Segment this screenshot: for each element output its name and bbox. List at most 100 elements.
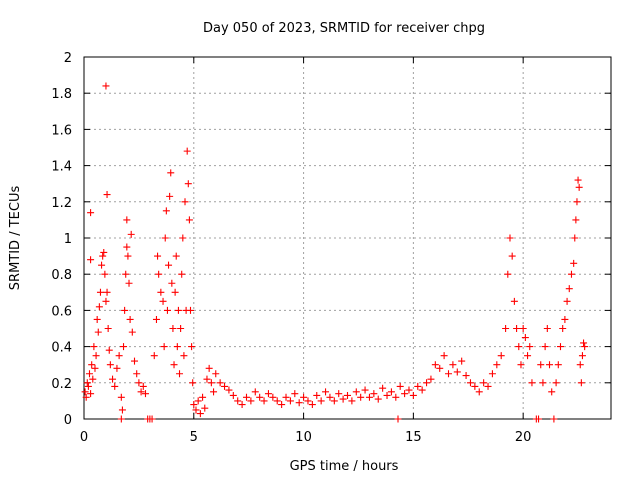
data-point (580, 339, 588, 347)
data-point (87, 209, 95, 217)
data-point (541, 343, 549, 351)
data-point (304, 397, 312, 405)
data-point (471, 382, 479, 390)
data-point (87, 256, 95, 264)
data-point (186, 306, 194, 314)
data-point (189, 379, 197, 387)
data-point (330, 397, 338, 405)
data-point (581, 343, 589, 351)
data-point (414, 382, 422, 390)
data-point (118, 406, 126, 414)
data-point (183, 147, 191, 155)
x-tick-label: 10 (295, 430, 312, 445)
data-point (317, 397, 325, 405)
data-point (93, 315, 101, 323)
data-point (423, 379, 431, 387)
data-point (173, 343, 181, 351)
data-point (199, 393, 207, 401)
data-point (205, 364, 213, 372)
data-point (574, 176, 582, 184)
data-point (180, 352, 188, 360)
data-point (554, 361, 562, 369)
data-point (103, 191, 111, 199)
data-point (178, 270, 186, 278)
data-point (124, 252, 132, 260)
data-point (537, 361, 545, 369)
data-point (162, 207, 170, 215)
data-point (121, 306, 129, 314)
y-tick-label: 1.2 (51, 196, 72, 211)
data-point (188, 343, 196, 351)
data-point (295, 399, 303, 407)
data-point (578, 352, 586, 360)
data-point (475, 388, 483, 396)
data-point (135, 379, 143, 387)
data-point (123, 216, 131, 224)
data-point (155, 270, 163, 278)
data-point (125, 279, 133, 287)
data-point (436, 364, 444, 372)
data-point (339, 395, 347, 403)
data-point (480, 379, 488, 387)
data-point (445, 370, 453, 378)
data-point (418, 386, 426, 394)
data-point (229, 391, 237, 399)
data-point (539, 379, 547, 387)
data-point (99, 252, 107, 260)
data-point (575, 183, 583, 191)
data-point (109, 375, 117, 383)
y-tick-label: 0.6 (51, 304, 72, 319)
data-point (103, 288, 111, 296)
data-point (85, 370, 93, 378)
data-point (111, 382, 119, 390)
data-point (510, 297, 518, 305)
data-point (251, 388, 259, 396)
data-point (493, 361, 501, 369)
data-point (556, 343, 564, 351)
data-point (387, 388, 395, 396)
y-tick-label: 1.6 (51, 123, 72, 138)
data-point (405, 386, 413, 394)
data-point (352, 388, 360, 396)
data-point (141, 390, 149, 398)
data-point (357, 393, 365, 401)
data-point (506, 234, 514, 242)
data-point (161, 234, 169, 242)
data-point (247, 397, 255, 405)
data-point (517, 361, 525, 369)
data-point (335, 390, 343, 398)
data-point (83, 379, 91, 387)
data-point (133, 370, 141, 378)
data-point (152, 315, 160, 323)
data-point (344, 391, 351, 399)
data-point (348, 397, 356, 405)
data-point (528, 379, 536, 387)
y-tick-label: 1.4 (51, 160, 72, 175)
data-point (176, 370, 184, 378)
data-point (212, 370, 220, 378)
chart-title: Day 050 of 2023, SRMTID for receiver chp… (203, 21, 485, 36)
data-point (563, 297, 571, 305)
data-point (94, 328, 102, 336)
y-tick-label: 1 (64, 232, 72, 247)
data-point (184, 180, 192, 188)
data-point (91, 364, 99, 372)
data-point (576, 361, 584, 369)
data-point (221, 382, 229, 390)
data-point (515, 343, 523, 351)
data-point (154, 252, 162, 260)
data-point (409, 391, 417, 399)
data-point (90, 343, 98, 351)
data-point (238, 401, 246, 409)
data-point (100, 248, 108, 256)
data-point (160, 343, 168, 351)
data-point (431, 361, 439, 369)
data-point (117, 393, 125, 401)
data-point (440, 352, 448, 360)
data-point (95, 303, 103, 311)
y-tick-label: 2 (64, 51, 72, 66)
x-tick-label: 0 (80, 430, 88, 445)
data-point (168, 279, 176, 287)
data-point (526, 343, 534, 351)
